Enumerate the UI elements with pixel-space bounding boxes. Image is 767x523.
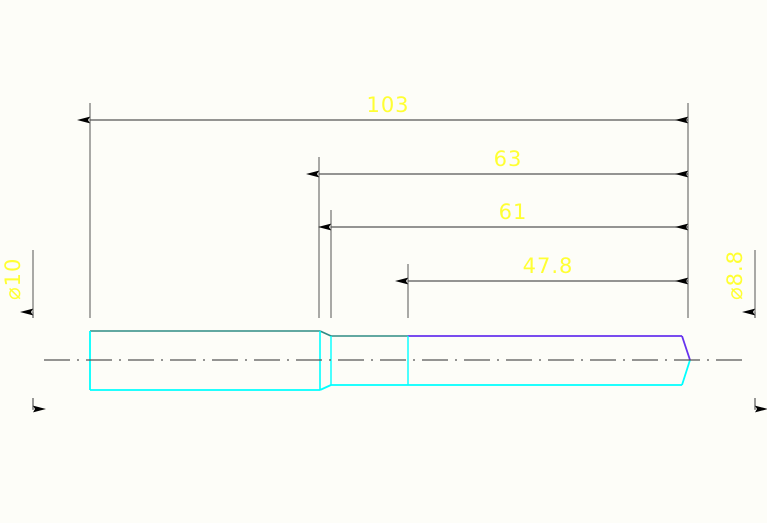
dimension-label-478: 47.8 xyxy=(523,254,574,278)
horizontal-dimension-lines xyxy=(77,116,688,285)
dimension-label-63: 63 xyxy=(494,147,523,171)
profile-right-end-chamfer xyxy=(681,335,691,361)
profile-clear xyxy=(0,318,767,398)
part-profile xyxy=(0,318,767,398)
profile-bottom-step-chamfer xyxy=(319,384,332,391)
dimension-label-103: 103 xyxy=(366,93,409,117)
dimension-label-61: 61 xyxy=(499,200,528,224)
profile-right-bottom-chamfer xyxy=(681,359,691,386)
diameter-label-left: ⌀10 xyxy=(1,258,25,300)
diameter-label-right: ⌀8.8 xyxy=(723,250,747,300)
profile-top-step-chamfer xyxy=(319,330,332,337)
